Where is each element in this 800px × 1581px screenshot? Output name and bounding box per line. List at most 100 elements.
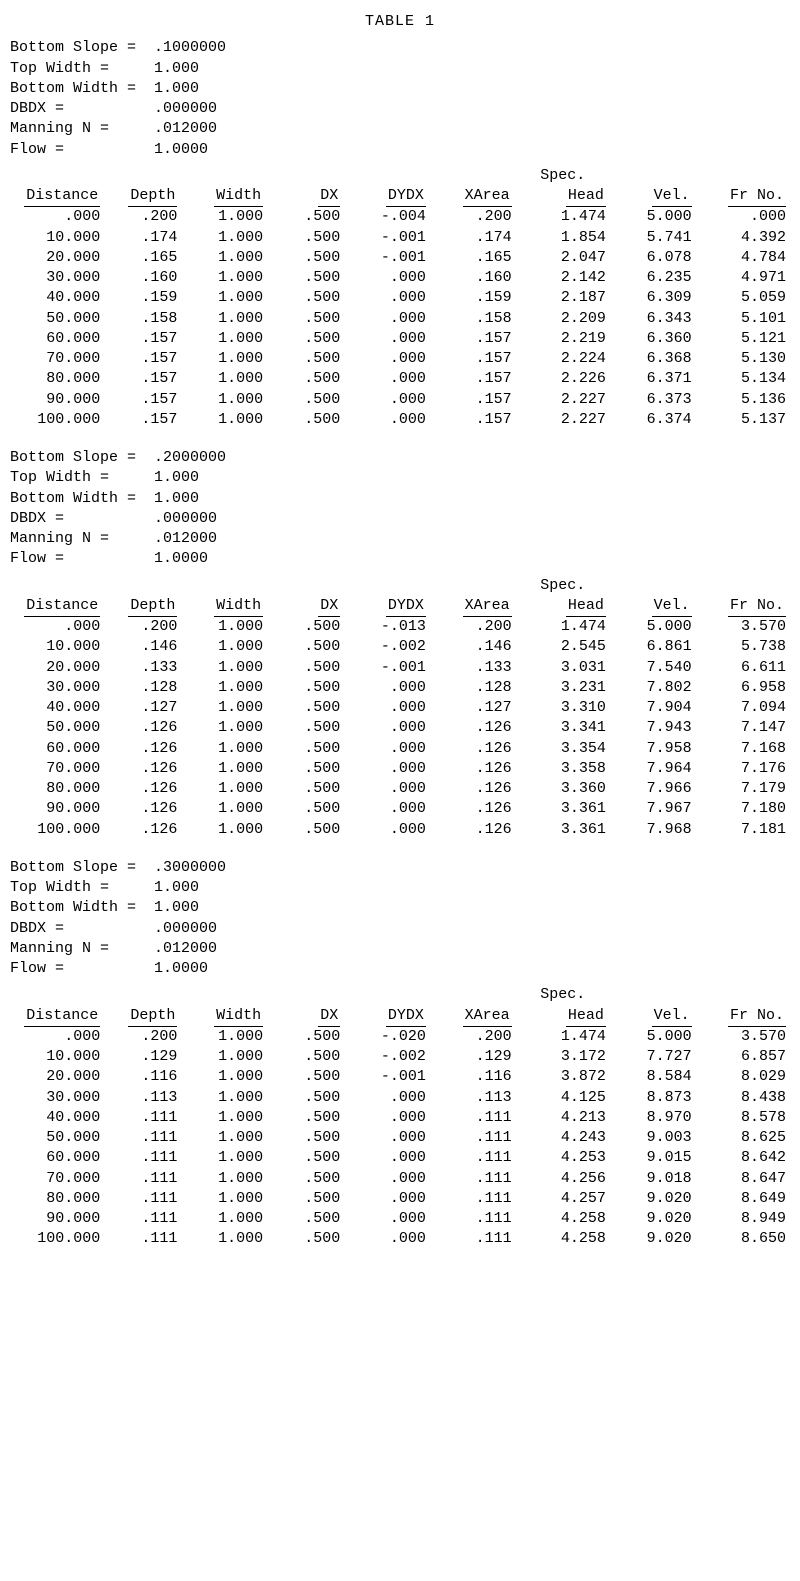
cell: 1.000 [181, 349, 267, 369]
cell: 4.253 [516, 1148, 610, 1168]
param-row: Top Width = 1.000 [10, 59, 790, 79]
cell: 1.000 [181, 1067, 267, 1087]
cell: 5.000 [610, 617, 696, 637]
cell: 6.857 [696, 1047, 790, 1067]
cell: 5.741 [610, 228, 696, 248]
cell: .111 [430, 1229, 516, 1249]
table-section: Bottom Slope = .3000000Top Width = 1.000… [10, 858, 790, 1250]
cell: -.013 [344, 617, 430, 637]
cell: 4.125 [516, 1088, 610, 1108]
cell: .111 [430, 1128, 516, 1148]
cell: .000 [344, 1108, 430, 1128]
cell: .116 [104, 1067, 181, 1087]
cell: .000 [344, 410, 430, 430]
col-header: Distance [10, 1006, 104, 1027]
cell: 5.000 [610, 207, 696, 227]
cell: -.002 [344, 637, 430, 657]
cell: .000 [344, 759, 430, 779]
table-row: 60.000.1261.000.500.000.1263.3547.9587.1… [10, 739, 790, 759]
col-header-top [696, 576, 790, 596]
cell: 4.258 [516, 1229, 610, 1249]
col-header-top [10, 576, 104, 596]
cell: 1.000 [181, 698, 267, 718]
cell: -.004 [344, 207, 430, 227]
col-header-top [610, 985, 696, 1005]
cell: 1.000 [181, 268, 267, 288]
cell: 5.134 [696, 369, 790, 389]
cell: 8.029 [696, 1067, 790, 1087]
cell: .126 [430, 718, 516, 738]
table-section: Bottom Slope = .1000000Top Width = 1.000… [10, 38, 790, 430]
cell: .129 [104, 1047, 181, 1067]
cell: 8.438 [696, 1088, 790, 1108]
cell: 8.584 [610, 1067, 696, 1087]
cell: 1.000 [181, 1128, 267, 1148]
table-row: 80.000.1111.000.500.000.1114.2579.0208.6… [10, 1189, 790, 1209]
col-header-top [10, 166, 104, 186]
cell: .157 [430, 410, 516, 430]
cell: -.001 [344, 658, 430, 678]
cell: .200 [430, 1027, 516, 1047]
table-row: 10.000.1461.000.500-.002.1462.5456.8615.… [10, 637, 790, 657]
cell: .200 [430, 617, 516, 637]
col-header: DYDX [344, 186, 430, 207]
cell: .146 [104, 637, 181, 657]
col-header: Width [181, 186, 267, 207]
table-section: Bottom Slope = .2000000Top Width = 1.000… [10, 448, 790, 840]
col-header: Width [181, 596, 267, 617]
cell: 7.180 [696, 799, 790, 819]
cell: .000 [344, 739, 430, 759]
cell: 2.227 [516, 390, 610, 410]
cell: 1.000 [181, 637, 267, 657]
cell: 20.000 [10, 658, 104, 678]
cell: 5.059 [696, 288, 790, 308]
cell: 5.000 [610, 1027, 696, 1047]
col-header: Vel. [610, 186, 696, 207]
cell: 2.187 [516, 288, 610, 308]
cell: .500 [267, 1088, 344, 1108]
cell: 50.000 [10, 718, 104, 738]
table-row: .000.2001.000.500-.004.2001.4745.000.000 [10, 207, 790, 227]
table-content: Bottom Slope = .1000000Top Width = 1.000… [10, 38, 790, 1249]
cell: .000 [344, 329, 430, 349]
table-row: 40.000.1111.000.500.000.1114.2138.9708.5… [10, 1108, 790, 1128]
param-row: Flow = 1.0000 [10, 549, 790, 569]
col-header-top: Spec. [516, 576, 610, 596]
cell: .500 [267, 410, 344, 430]
cell: 7.967 [610, 799, 696, 819]
table-row: .000.2001.000.500-.013.2001.4745.0003.57… [10, 617, 790, 637]
col-header: DX [267, 1006, 344, 1027]
cell: .000 [344, 309, 430, 329]
cell: .000 [344, 779, 430, 799]
cell: .500 [267, 390, 344, 410]
cell: 2.047 [516, 248, 610, 268]
cell: 3.231 [516, 678, 610, 698]
cell: 4.256 [516, 1169, 610, 1189]
param-row: Bottom Slope = .2000000 [10, 448, 790, 468]
cell: .126 [430, 759, 516, 779]
cell: .126 [430, 779, 516, 799]
cell: 7.727 [610, 1047, 696, 1067]
col-header: Distance [10, 186, 104, 207]
cell: 6.078 [610, 248, 696, 268]
param-row: Manning N = .012000 [10, 119, 790, 139]
cell: .126 [430, 739, 516, 759]
cell: 6.371 [610, 369, 696, 389]
cell: 90.000 [10, 799, 104, 819]
cell: 60.000 [10, 329, 104, 349]
cell: 6.861 [610, 637, 696, 657]
cell: 9.020 [610, 1189, 696, 1209]
col-header-top [610, 576, 696, 596]
cell: .500 [267, 309, 344, 329]
cell: .500 [267, 658, 344, 678]
table-row: 50.000.1111.000.500.000.1114.2439.0038.6… [10, 1128, 790, 1148]
cell: .157 [104, 349, 181, 369]
col-header-top [104, 166, 181, 186]
cell: 30.000 [10, 678, 104, 698]
cell: 5.738 [696, 637, 790, 657]
cell: .157 [430, 390, 516, 410]
cell: 4.971 [696, 268, 790, 288]
cell: 70.000 [10, 1169, 104, 1189]
cell: .500 [267, 288, 344, 308]
col-header: XArea [430, 596, 516, 617]
